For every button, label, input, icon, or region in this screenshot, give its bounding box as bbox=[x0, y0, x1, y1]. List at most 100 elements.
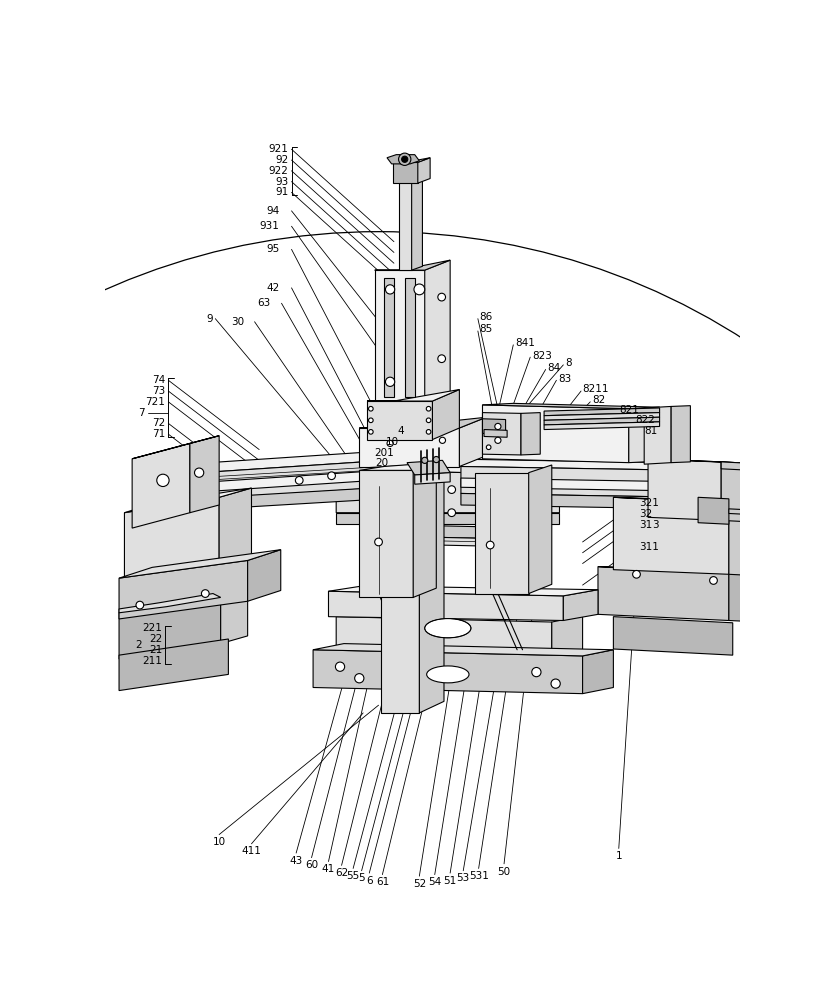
Circle shape bbox=[487, 541, 494, 549]
Polygon shape bbox=[563, 590, 598, 620]
Polygon shape bbox=[598, 567, 761, 574]
Circle shape bbox=[495, 437, 501, 443]
Polygon shape bbox=[375, 260, 450, 270]
Polygon shape bbox=[417, 158, 430, 183]
Polygon shape bbox=[721, 462, 752, 522]
Polygon shape bbox=[178, 459, 409, 501]
Text: 3: 3 bbox=[652, 520, 658, 530]
Circle shape bbox=[427, 430, 431, 434]
Polygon shape bbox=[152, 470, 409, 493]
Polygon shape bbox=[360, 463, 436, 470]
Polygon shape bbox=[394, 162, 417, 183]
Text: 51: 51 bbox=[444, 876, 457, 886]
Text: 221: 221 bbox=[142, 623, 163, 633]
Polygon shape bbox=[360, 470, 413, 597]
Polygon shape bbox=[407, 460, 450, 475]
Circle shape bbox=[422, 457, 428, 463]
Circle shape bbox=[438, 293, 446, 301]
Polygon shape bbox=[483, 405, 629, 463]
Polygon shape bbox=[367, 401, 432, 440]
Polygon shape bbox=[483, 413, 521, 455]
Polygon shape bbox=[360, 428, 460, 466]
Circle shape bbox=[438, 355, 446, 363]
Text: 62: 62 bbox=[335, 868, 348, 878]
Text: 8: 8 bbox=[565, 358, 572, 368]
Polygon shape bbox=[152, 474, 178, 501]
Text: 54: 54 bbox=[428, 877, 441, 887]
Text: 55: 55 bbox=[346, 871, 360, 881]
Circle shape bbox=[487, 445, 491, 450]
Text: 60: 60 bbox=[305, 860, 318, 870]
Polygon shape bbox=[337, 470, 559, 513]
Text: 8211: 8211 bbox=[582, 384, 609, 394]
Polygon shape bbox=[729, 573, 761, 622]
Polygon shape bbox=[432, 389, 460, 440]
Polygon shape bbox=[582, 650, 614, 694]
Text: 95: 95 bbox=[266, 244, 279, 254]
Polygon shape bbox=[337, 513, 559, 524]
Polygon shape bbox=[698, 497, 729, 524]
Text: 50: 50 bbox=[497, 867, 511, 877]
Ellipse shape bbox=[425, 619, 471, 638]
Circle shape bbox=[369, 430, 373, 434]
Text: 74: 74 bbox=[152, 375, 165, 385]
Polygon shape bbox=[367, 524, 544, 540]
Polygon shape bbox=[413, 463, 436, 597]
Polygon shape bbox=[152, 451, 409, 474]
Circle shape bbox=[355, 674, 364, 683]
Polygon shape bbox=[529, 465, 552, 594]
Text: 22: 22 bbox=[149, 634, 163, 644]
Text: 71: 71 bbox=[152, 429, 165, 439]
Polygon shape bbox=[313, 644, 614, 656]
Circle shape bbox=[532, 667, 541, 677]
Polygon shape bbox=[125, 488, 252, 513]
Text: 94: 94 bbox=[266, 206, 279, 216]
Polygon shape bbox=[337, 617, 552, 659]
Circle shape bbox=[328, 472, 336, 480]
Text: 10: 10 bbox=[386, 437, 399, 447]
Circle shape bbox=[427, 406, 431, 411]
Polygon shape bbox=[367, 389, 460, 401]
Text: 841: 841 bbox=[515, 338, 535, 348]
Polygon shape bbox=[415, 473, 450, 484]
Polygon shape bbox=[629, 407, 660, 463]
Text: 83: 83 bbox=[558, 374, 571, 384]
Polygon shape bbox=[648, 459, 752, 463]
Text: 311: 311 bbox=[639, 542, 659, 552]
Circle shape bbox=[551, 679, 560, 688]
Polygon shape bbox=[375, 270, 425, 405]
Text: 41: 41 bbox=[322, 864, 335, 874]
Polygon shape bbox=[544, 417, 660, 425]
Polygon shape bbox=[475, 473, 529, 594]
Polygon shape bbox=[721, 462, 752, 470]
Text: 31: 31 bbox=[639, 520, 653, 530]
Ellipse shape bbox=[427, 666, 469, 683]
Polygon shape bbox=[544, 422, 660, 430]
Circle shape bbox=[336, 662, 345, 671]
Polygon shape bbox=[729, 502, 760, 576]
Polygon shape bbox=[313, 459, 559, 474]
Circle shape bbox=[387, 440, 394, 446]
Text: 20: 20 bbox=[375, 458, 389, 468]
Text: 321: 321 bbox=[639, 498, 659, 508]
Text: 53: 53 bbox=[456, 873, 470, 883]
Polygon shape bbox=[313, 650, 582, 694]
Text: 2: 2 bbox=[135, 640, 142, 650]
Text: 92: 92 bbox=[276, 155, 289, 165]
Polygon shape bbox=[521, 413, 540, 455]
Text: 42: 42 bbox=[266, 283, 279, 293]
Text: 922: 922 bbox=[269, 166, 289, 176]
Circle shape bbox=[385, 285, 394, 294]
Circle shape bbox=[427, 418, 431, 423]
Polygon shape bbox=[399, 182, 412, 270]
Circle shape bbox=[495, 423, 501, 430]
Polygon shape bbox=[406, 278, 416, 397]
Polygon shape bbox=[461, 478, 692, 491]
Polygon shape bbox=[544, 413, 660, 420]
Polygon shape bbox=[328, 591, 563, 620]
Text: 821: 821 bbox=[620, 405, 639, 415]
Polygon shape bbox=[644, 406, 672, 464]
Polygon shape bbox=[614, 497, 760, 503]
Polygon shape bbox=[381, 366, 419, 713]
Text: 72: 72 bbox=[152, 418, 165, 428]
